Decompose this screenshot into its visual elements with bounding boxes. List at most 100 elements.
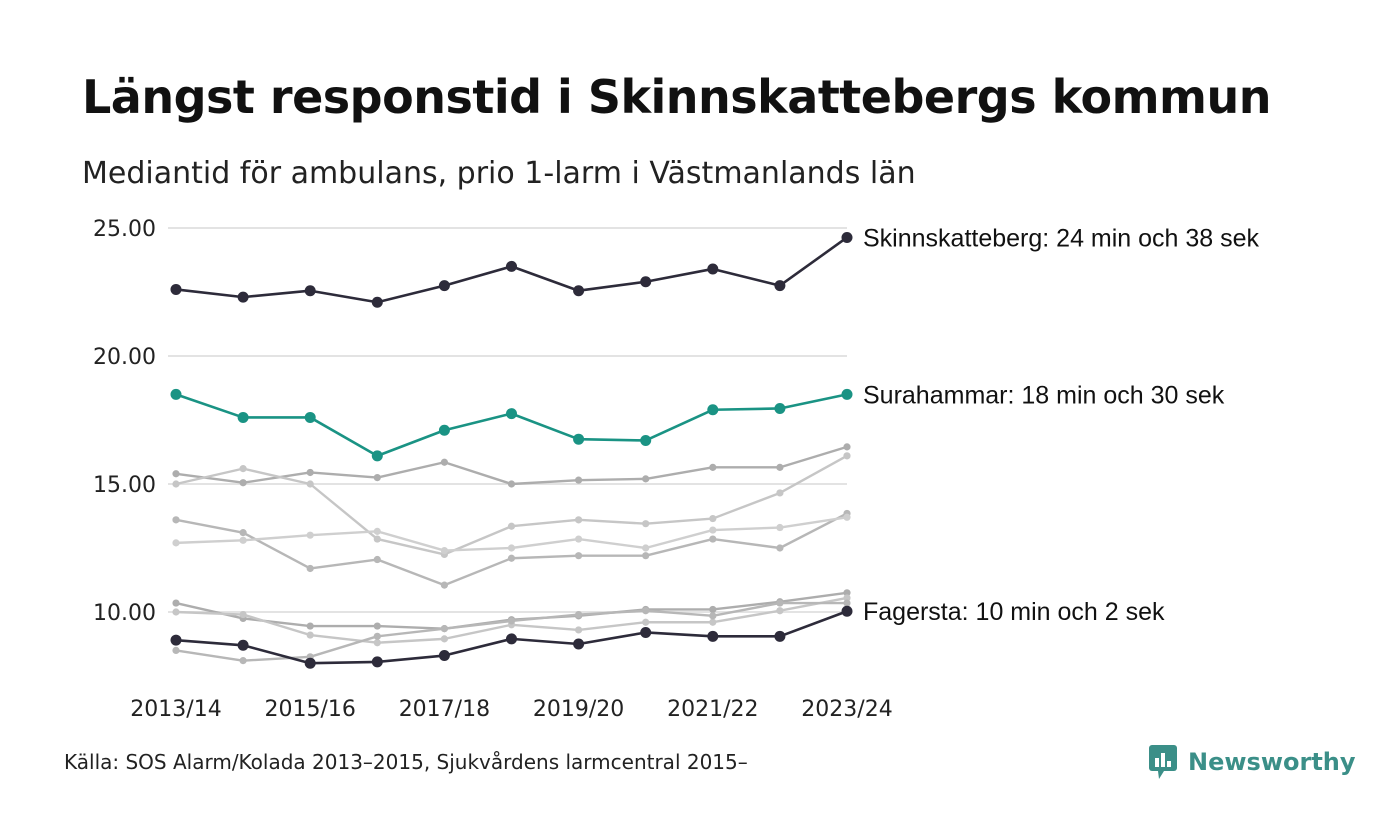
data-point bbox=[237, 639, 249, 651]
data-point bbox=[239, 465, 247, 473]
data-point bbox=[575, 516, 583, 524]
data-point bbox=[170, 283, 182, 295]
x-tick-label: 2013/14 bbox=[130, 697, 221, 722]
data-point bbox=[172, 608, 180, 616]
data-point bbox=[506, 408, 517, 420]
data-point bbox=[306, 468, 314, 477]
data-point bbox=[640, 276, 652, 288]
brand-name: Newsworthy bbox=[1188, 748, 1356, 776]
x-tick-label: 2023/24 bbox=[801, 697, 892, 722]
data-point bbox=[642, 618, 650, 626]
series-line bbox=[175, 454, 848, 556]
data-point bbox=[707, 404, 719, 416]
data-point bbox=[507, 522, 516, 530]
series-line bbox=[175, 445, 848, 486]
data-point bbox=[774, 630, 786, 642]
data-point bbox=[575, 552, 583, 560]
data-point bbox=[709, 526, 717, 534]
data-point bbox=[841, 605, 853, 617]
data-point bbox=[506, 633, 517, 645]
data-point bbox=[306, 622, 314, 630]
x-axis: 2013/14 2015/16 2017/18 2019/20 2021/22 2023/… bbox=[130, 697, 892, 722]
data-point bbox=[373, 622, 381, 630]
data-point bbox=[709, 535, 717, 543]
brand-logo[interactable]: Newsworthy bbox=[1148, 742, 1356, 782]
data-point bbox=[709, 605, 717, 614]
x-tick-label: 2017/18 bbox=[399, 697, 490, 722]
data-point bbox=[507, 554, 516, 562]
data-point bbox=[170, 634, 182, 646]
data-point bbox=[239, 536, 247, 544]
data-point bbox=[575, 626, 583, 634]
data-point bbox=[843, 452, 851, 460]
data-point bbox=[709, 463, 717, 471]
data-point bbox=[438, 280, 450, 292]
data-point bbox=[774, 280, 786, 292]
data-point bbox=[304, 657, 316, 669]
data-point bbox=[373, 535, 381, 543]
data-point bbox=[573, 285, 585, 297]
data-point bbox=[306, 631, 314, 639]
data-point bbox=[776, 523, 784, 532]
data-point bbox=[642, 520, 650, 528]
data-point bbox=[776, 489, 784, 497]
data-point bbox=[440, 625, 448, 633]
y-tick-label: 20.00 bbox=[93, 345, 156, 370]
series-line bbox=[175, 393, 848, 458]
data-point bbox=[776, 599, 784, 607]
data-point bbox=[774, 402, 786, 414]
data-point bbox=[440, 458, 448, 466]
data-point bbox=[575, 476, 583, 484]
series-end-label: Fagersta: 10 min och 2 sek bbox=[863, 598, 1165, 626]
data-point bbox=[841, 231, 853, 243]
x-tick-label: 2021/22 bbox=[667, 697, 758, 722]
y-tick-label: 15.00 bbox=[93, 473, 156, 498]
data-point bbox=[304, 411, 316, 423]
data-point bbox=[306, 480, 314, 488]
data-point bbox=[640, 626, 652, 638]
newsworthy-logo-icon bbox=[1149, 745, 1177, 779]
data-point bbox=[373, 632, 381, 640]
data-point bbox=[440, 546, 448, 555]
data-point bbox=[707, 263, 719, 275]
data-point bbox=[707, 630, 719, 642]
data-point bbox=[237, 291, 249, 303]
data-point bbox=[507, 480, 516, 488]
series-group bbox=[170, 231, 853, 669]
data-point bbox=[239, 479, 247, 487]
data-point bbox=[373, 527, 381, 535]
data-point bbox=[373, 555, 381, 564]
y-tick-label: 10.00 bbox=[93, 601, 156, 626]
data-point bbox=[776, 463, 784, 471]
data-point bbox=[709, 514, 717, 523]
data-point bbox=[640, 434, 652, 446]
data-point bbox=[709, 612, 717, 620]
x-tick-label: 2019/20 bbox=[533, 697, 624, 722]
data-point bbox=[841, 388, 853, 400]
chart-subtitle: Mediantid för ambulans, prio 1-larm i Vä… bbox=[82, 156, 916, 191]
data-point bbox=[438, 424, 450, 436]
gridlines bbox=[168, 227, 847, 613]
data-point bbox=[776, 607, 784, 615]
data-point bbox=[843, 594, 851, 602]
data-point bbox=[440, 635, 448, 643]
data-point bbox=[506, 260, 517, 272]
data-point bbox=[239, 657, 247, 665]
data-point bbox=[507, 617, 516, 625]
data-point bbox=[507, 544, 516, 552]
x-tick-label: 2015/16 bbox=[264, 697, 355, 722]
data-point bbox=[172, 480, 180, 488]
y-axis: 10.00 15.00 20.00 25.00 bbox=[93, 217, 156, 626]
data-point bbox=[843, 513, 851, 521]
data-point bbox=[573, 433, 585, 445]
data-point bbox=[371, 656, 383, 668]
data-point bbox=[172, 470, 180, 478]
data-point bbox=[642, 475, 650, 483]
data-point bbox=[573, 638, 585, 650]
data-point bbox=[172, 599, 180, 607]
data-point bbox=[239, 529, 247, 537]
data-point bbox=[575, 535, 583, 543]
data-point bbox=[843, 589, 851, 597]
data-point bbox=[172, 516, 180, 524]
data-point bbox=[642, 552, 650, 560]
